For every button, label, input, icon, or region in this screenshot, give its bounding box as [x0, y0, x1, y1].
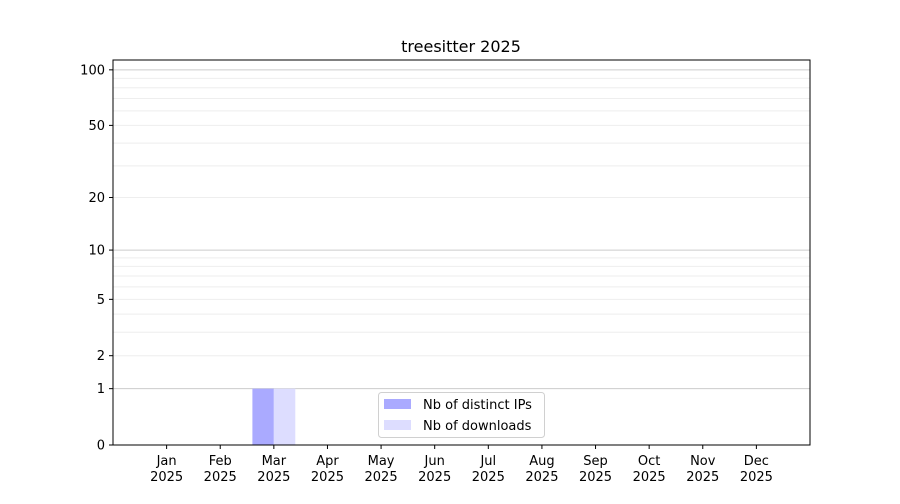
bars	[252, 388, 296, 445]
y-tick-label: 100	[80, 63, 105, 78]
x-tick-label: Mar 2025	[257, 454, 290, 485]
legend-swatch	[384, 399, 411, 409]
x-tick-label: May 2025	[365, 454, 398, 485]
y-tick-label: 10	[88, 244, 105, 259]
x-tick-label: Oct 2025	[633, 454, 666, 485]
chart-title: treesitter 2025	[401, 37, 521, 56]
y-tick-label: 1	[97, 382, 105, 397]
legend-label: Nb of downloads	[423, 419, 532, 434]
y-axis: 0 1 2 5 10 20 50 100	[80, 63, 113, 454]
legend-label: Nb of distinct IPs	[423, 398, 532, 413]
bar-downloads	[273, 388, 296, 445]
x-tick-label: Sep 2025	[579, 454, 612, 485]
x-tick-label: Jul 2025	[472, 454, 505, 485]
y-tick-label: 2	[97, 349, 105, 364]
y-tick-label: 20	[88, 191, 105, 206]
x-tick-label: Apr 2025	[311, 454, 344, 485]
legend: Nb of distinct IPs Nb of downloads	[378, 392, 545, 438]
y-tick-label: 5	[97, 293, 105, 308]
x-tick-label: Jun 2025	[418, 454, 451, 485]
y-tick-label: 0	[97, 439, 105, 454]
legend-box	[378, 392, 545, 438]
bar-distinct-ips	[252, 388, 274, 445]
grid	[113, 69, 810, 390]
plot-frame	[112, 59, 811, 446]
x-tick-label: Dec 2025	[740, 454, 773, 485]
y-tick-label: 50	[88, 119, 105, 134]
x-tick-label: Aug 2025	[525, 454, 558, 485]
legend-swatch	[384, 420, 411, 430]
x-tick-label: Nov 2025	[686, 454, 719, 485]
x-axis: Jan 2025 Feb 2025 Mar 2025 Apr 2025 May 2025 Jun 20…	[150, 445, 773, 485]
x-tick-label: Jan 2025	[150, 454, 183, 485]
x-tick-label: Feb 2025	[204, 454, 237, 485]
